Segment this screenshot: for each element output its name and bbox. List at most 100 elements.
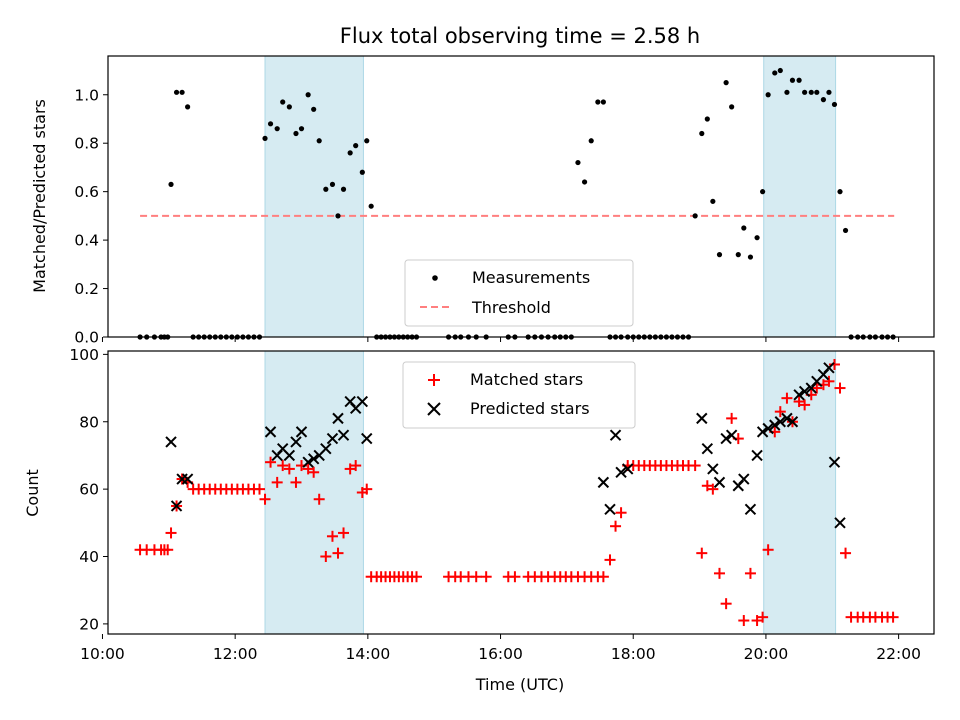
measurement-point xyxy=(185,104,191,110)
top-panel: Flux total observing time = 2.58 h 0.0 0.… xyxy=(30,24,935,347)
predicted-star-point xyxy=(774,416,787,428)
bottom-x-tick-label: 10:00 xyxy=(80,645,125,663)
predicted-star-point xyxy=(295,426,308,438)
predicted-star-point xyxy=(283,449,296,462)
matched-star-point xyxy=(350,460,362,472)
measurement-point xyxy=(364,138,370,144)
bottom-legend-box xyxy=(402,361,636,429)
measurement-point xyxy=(789,77,796,83)
measurement-point xyxy=(298,126,305,132)
predicted-star-point xyxy=(307,453,320,465)
matched-star-point xyxy=(811,382,823,394)
bottom-y-tick-label: 80 xyxy=(79,413,99,431)
predicted-star-point xyxy=(337,429,350,441)
bottom-y-ticks: 20 40 60 80 100 xyxy=(69,346,108,633)
measurement-point xyxy=(311,106,317,112)
measurement-point xyxy=(729,104,735,110)
matched-star-point xyxy=(738,615,750,627)
measurement-point xyxy=(305,92,311,98)
predicted-star-point xyxy=(707,463,719,475)
measurement-point xyxy=(820,97,827,103)
matched-star-point xyxy=(509,571,521,583)
bottom-panel: 20 40 60 80 100 10:00 12:00 14:00 16:00 18:00 20:… xyxy=(23,346,935,694)
top-x-ticks xyxy=(101,337,900,342)
matched-star-point xyxy=(271,476,283,488)
measurement-point xyxy=(581,179,588,185)
measurement-point xyxy=(802,89,808,95)
matched-star-point xyxy=(610,520,622,532)
matched-star-point xyxy=(344,463,356,475)
matched-star-point xyxy=(828,358,840,370)
bottom-shaded-interval xyxy=(264,350,364,635)
top-y-axis-label: Matched/Predicted stars xyxy=(30,99,49,293)
top-shaded-intervals xyxy=(264,55,837,338)
measurement-point xyxy=(329,181,336,187)
top-y-tick-label: 1.0 xyxy=(74,86,99,104)
predicted-star-point xyxy=(798,385,811,398)
predicted-star-point xyxy=(781,412,793,425)
matched-star-point xyxy=(757,611,769,623)
matched-star-point xyxy=(253,483,265,495)
top-y-tick-label: 0.4 xyxy=(74,232,99,250)
measurement-point xyxy=(777,67,783,74)
top-y-tick-label: 0.6 xyxy=(74,183,99,201)
bottom-x-tick-label: 20:00 xyxy=(744,645,789,663)
matched-legend-marker xyxy=(428,374,440,386)
bottom-y-tick-label: 100 xyxy=(69,346,99,364)
top-shaded-interval xyxy=(264,55,364,338)
chart-title: Flux total observing time = 2.58 h xyxy=(340,24,700,48)
matched-star-point xyxy=(689,460,701,472)
matched-star-point xyxy=(290,476,302,488)
predicted-star-point xyxy=(696,412,708,425)
matched-star-point xyxy=(597,571,609,583)
matched-star-point xyxy=(726,412,738,424)
matched-star-point xyxy=(338,527,350,539)
matched-star-point xyxy=(302,463,314,475)
threshold-legend-label: Threshold xyxy=(471,298,551,317)
measurement-point xyxy=(575,159,581,166)
measurement-point xyxy=(842,227,849,234)
measurement-point xyxy=(368,203,374,209)
predicted-star-point xyxy=(597,476,610,489)
measurement-point xyxy=(316,138,322,144)
predicted-star-point xyxy=(762,422,774,435)
matched-star-point xyxy=(165,527,177,539)
predicted-star-point xyxy=(621,463,634,475)
bottom-x-tick-label: 22:00 xyxy=(876,645,921,663)
measurement-point xyxy=(808,89,814,95)
measurement-point xyxy=(692,213,698,219)
measurement-point xyxy=(784,89,790,95)
top-legend: Measurements Threshold xyxy=(404,259,634,327)
predicted-stars-points xyxy=(165,362,846,529)
top-y-tick-label: 0.0 xyxy=(74,329,99,347)
bottom-y-tick-label: 60 xyxy=(79,481,99,499)
matched-star-point xyxy=(701,480,713,492)
measurement-point xyxy=(600,99,606,105)
matched-star-point xyxy=(696,547,708,559)
measurement-point xyxy=(754,235,760,241)
measurement-point xyxy=(741,225,747,231)
matched-star-point xyxy=(265,456,277,468)
predicted-star-point xyxy=(332,412,344,425)
predicted-star-point xyxy=(713,476,726,489)
predicted-star-point xyxy=(793,389,805,401)
measurement-point xyxy=(595,99,601,105)
predicted-star-point xyxy=(320,442,332,455)
predicted-star-point xyxy=(725,429,738,441)
predicted-star-point xyxy=(823,362,835,374)
predicted-star-point xyxy=(181,473,194,485)
bottom-y-tick-label: 40 xyxy=(79,548,99,566)
matched-star-point xyxy=(604,554,616,566)
matched-star-point xyxy=(781,392,793,404)
measurement-point xyxy=(831,101,838,108)
matched-star-point xyxy=(823,375,835,387)
predicted-star-point xyxy=(744,503,757,516)
predicted-star-point xyxy=(264,426,277,438)
bottom-legend: Matched stars Predicted stars xyxy=(402,361,636,429)
matched-star-point xyxy=(762,544,774,556)
measurement-point xyxy=(772,70,778,76)
measurement-point xyxy=(262,135,268,141)
measurement-point xyxy=(267,121,274,127)
predicted-star-point xyxy=(769,419,781,431)
